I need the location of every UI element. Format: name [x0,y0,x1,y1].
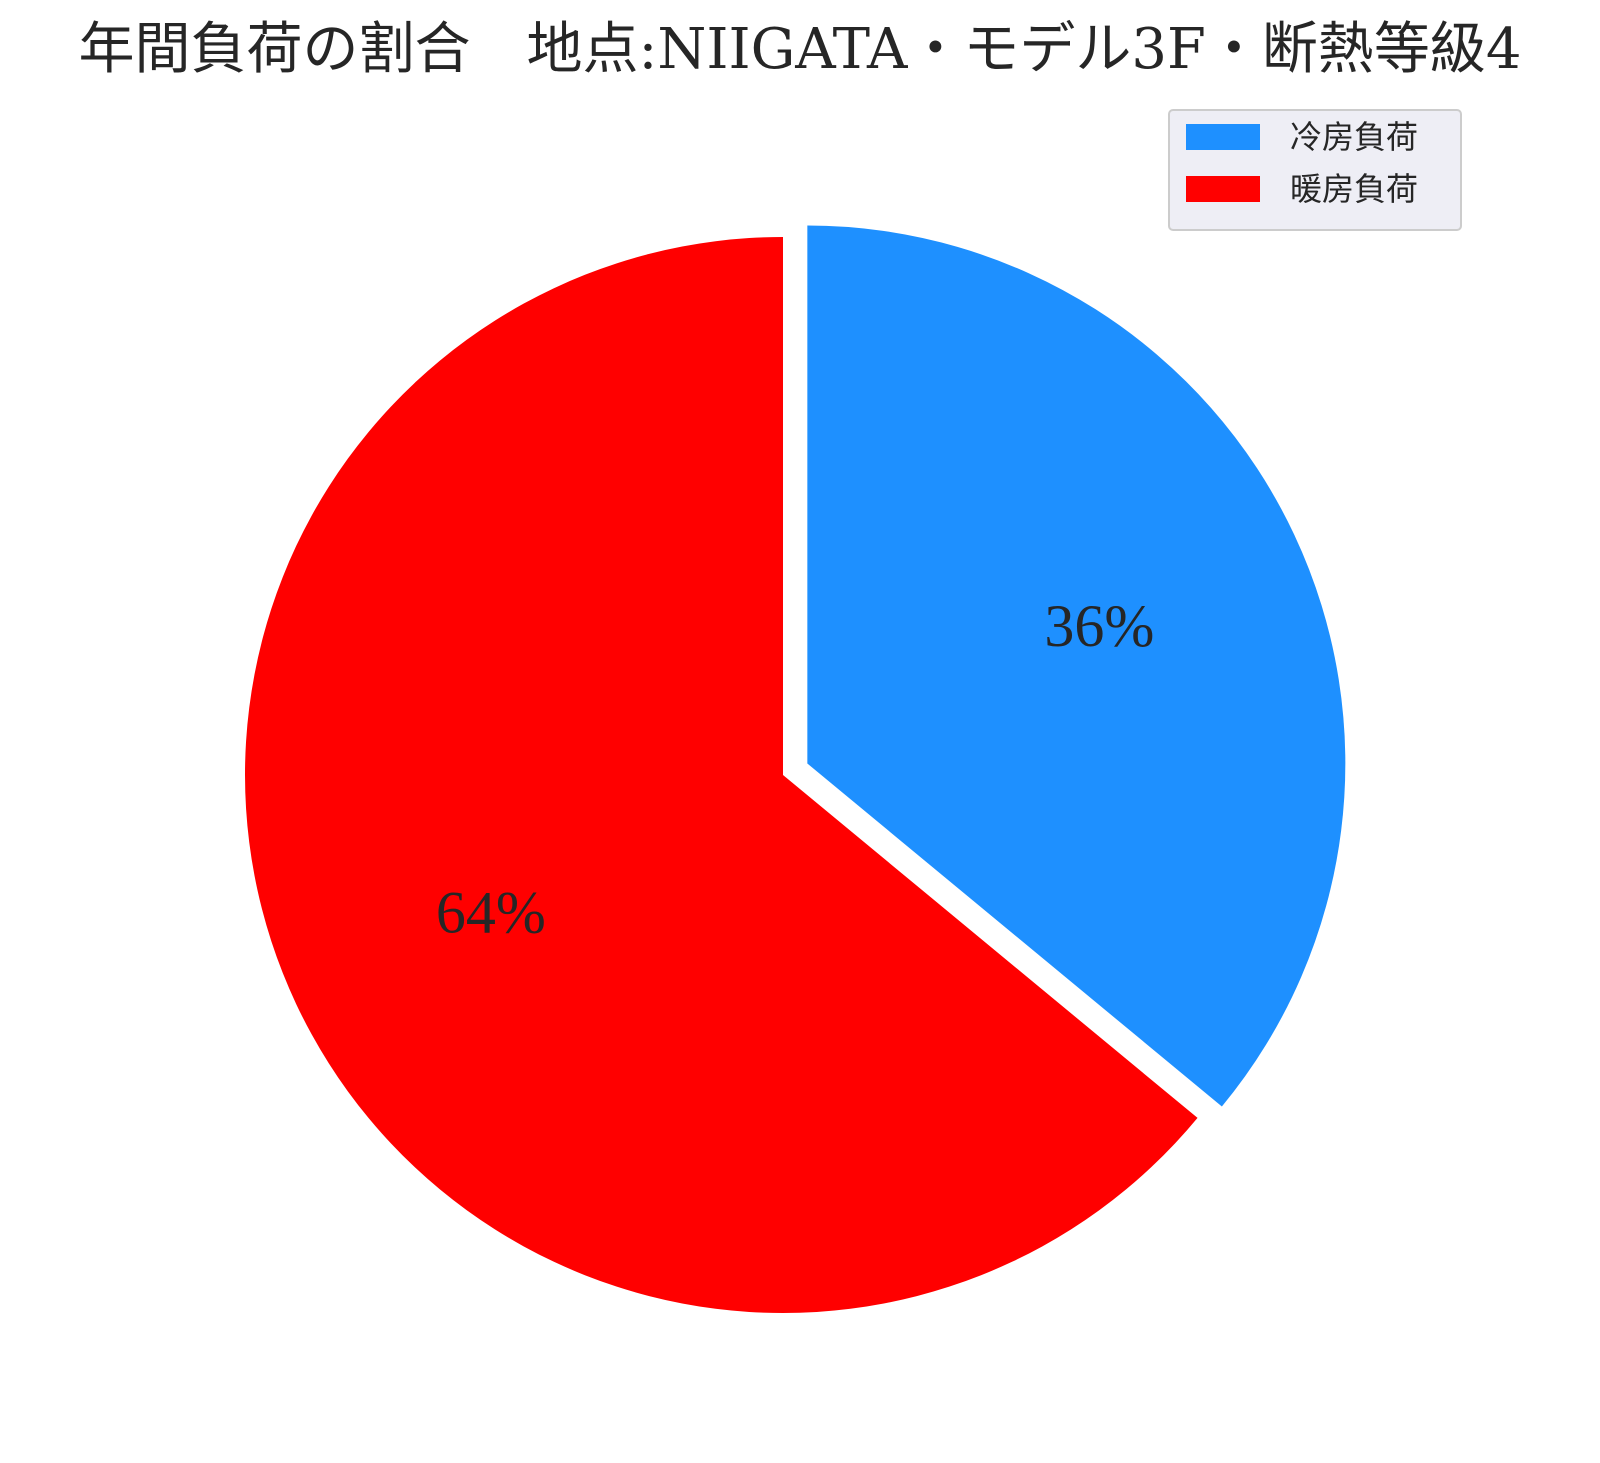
chart-title: 年間負荷の割合 地点:NIIGATA・モデル3F・断熱等級4 [78,17,1521,82]
legend-swatch-2 [1186,176,1260,202]
pct-label-1: 36% [1044,593,1154,659]
pie-slice-2 [244,237,1198,1313]
pie-slices [244,225,1346,1313]
pie-labels: 36% 64% [436,593,1154,945]
legend-label-2: 暖房負荷 [1290,170,1418,208]
legend-label-1: 冷房負荷 [1290,118,1418,156]
legend-swatch-1 [1186,124,1260,150]
pct-label-2: 64% [436,879,546,945]
pie-slice-1 [807,225,1346,1107]
